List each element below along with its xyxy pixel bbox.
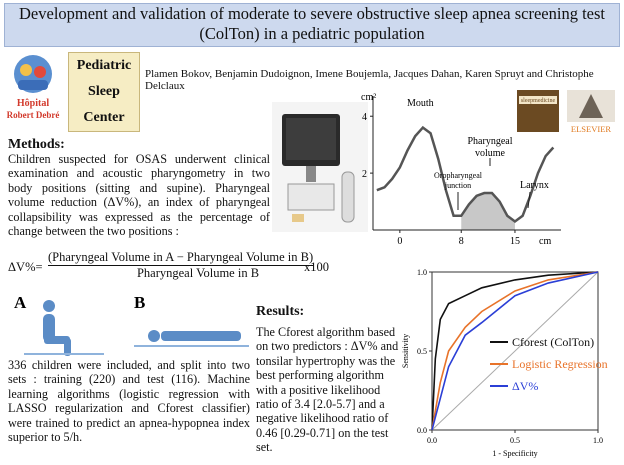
logo-text: Robert Debré [7, 110, 60, 120]
formula-denominator: Pharyngeal Volume in B [136, 266, 260, 280]
legend-label: Cforest (ColTon) [512, 335, 594, 349]
area-chart: 2 4 0 8 15 cm² cm Mouth Pharyngeal volume Orophary… [361, 92, 561, 247]
hospital-logo: Hôpital Robert Debré [7, 55, 60, 120]
annotation: Pharyngeal volume [468, 136, 513, 159]
y-tick-label: 0.0 [417, 426, 427, 435]
x-tick-label: 0.0 [427, 436, 437, 445]
annotation: Larynx [520, 180, 549, 191]
positions-figure: A B [14, 293, 249, 356]
x-tick-label: 8 [459, 236, 464, 247]
y-tick-label: 4 [362, 112, 367, 123]
x-axis-label: cm [539, 236, 551, 247]
pharyngeal-volume-area [461, 193, 515, 230]
position-label: A [14, 293, 27, 312]
annotation: Oropharyngeal junction [434, 171, 483, 190]
x-tick-label: 0.5 [510, 436, 520, 445]
results-text: The Cforest algorithm based on two predi… [256, 325, 399, 455]
logo-text: Hôpital [17, 98, 49, 109]
publisher: ELSEVIER [571, 124, 611, 134]
title: Development and validation of moderate t… [4, 3, 620, 47]
x-tick-label: 1.0 [593, 436, 603, 445]
reference-diagonal [431, 271, 599, 431]
legend-label: Logistic Regression [512, 357, 608, 371]
center-box: Pediatric Sleep Center [68, 52, 140, 132]
y-axis-label: cm² [361, 92, 376, 103]
cohort-text: 336 children were included, and split in… [8, 358, 250, 445]
roc-curve [431, 271, 599, 431]
formula-lhs: ΔV%= [8, 260, 43, 274]
journal-logos: sleepmedicine ELSEVIER [517, 90, 615, 134]
methods-heading: Methods: [8, 137, 65, 152]
y-tick-label: 0.5 [417, 347, 427, 356]
center-line: Sleep [88, 84, 120, 99]
formula-factor: x100 [304, 260, 329, 274]
annotation: Mouth [407, 98, 434, 109]
device-photo [272, 102, 368, 232]
annotation-arrow [527, 191, 531, 209]
y-axis-label: Sensitivity [401, 334, 410, 368]
x-axis-label: 1 - Specificity [492, 449, 537, 458]
area-curve [376, 125, 555, 224]
authors: Plamen Bokov, Benjamin Dudoignon, Imene … [145, 68, 594, 92]
results-heading: Results: [256, 304, 305, 319]
center-line: Pediatric [76, 58, 132, 73]
center-line: Center [83, 110, 125, 125]
journal-name: sleepmedicine [521, 98, 556, 104]
roc-chart: 0.0 0.5 1.0 0.0 0.5 1.0 1 - Specificity Sensiti… [401, 268, 608, 458]
x-tick-label: 15 [510, 236, 520, 247]
position-label: B [134, 293, 145, 312]
roc-curve [431, 271, 599, 431]
formula-numerator: (Pharyngeal Volume in A − Pharyngeal Vol… [48, 250, 314, 266]
legend-label: ΔV% [512, 379, 538, 393]
methods-text: Children suspected for OSAS underwent cl… [8, 152, 270, 239]
y-tick-label: 2 [362, 169, 367, 180]
y-tick-label: 1.0 [417, 268, 427, 277]
x-tick-label: 0 [397, 236, 402, 247]
roc-curve [431, 271, 599, 431]
